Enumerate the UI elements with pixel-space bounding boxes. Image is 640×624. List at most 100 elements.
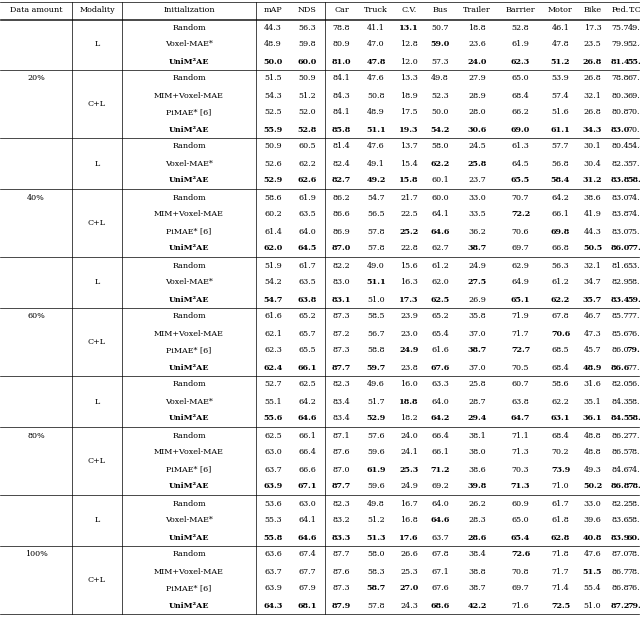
Text: 66.4: 66.4: [299, 449, 316, 457]
Text: 38.1: 38.1: [468, 432, 486, 439]
Text: 62.8: 62.8: [551, 534, 570, 542]
Text: 87.3: 87.3: [333, 313, 350, 321]
Text: UniM²AE: UniM²AE: [169, 125, 209, 134]
Text: 17.5: 17.5: [400, 109, 418, 117]
Text: 55.9: 55.9: [264, 125, 283, 134]
Text: 54.2: 54.2: [430, 125, 450, 134]
Text: MIM+Voxel-MAE: MIM+Voxel-MAE: [154, 567, 224, 575]
Text: 87.3: 87.3: [333, 346, 350, 354]
Text: 71.2: 71.2: [430, 466, 450, 474]
Text: 86.2: 86.2: [333, 193, 350, 202]
Text: 68.5: 68.5: [552, 346, 570, 354]
Text: 65.2: 65.2: [299, 313, 316, 321]
Text: 55.3: 55.3: [264, 517, 282, 525]
Text: 26.6: 26.6: [400, 550, 418, 558]
Text: 17.3: 17.3: [399, 296, 419, 303]
Text: 30.1: 30.1: [584, 142, 602, 150]
Text: 66.1: 66.1: [298, 364, 317, 371]
Text: 83.0: 83.0: [333, 278, 350, 286]
Text: 74.7: 74.7: [628, 466, 640, 474]
Text: 57.4: 57.4: [552, 92, 570, 99]
Text: 23.6: 23.6: [468, 41, 486, 49]
Text: 70.3: 70.3: [512, 466, 529, 474]
Text: 59.6: 59.6: [367, 449, 385, 457]
Text: 44.3: 44.3: [264, 24, 282, 31]
Text: UniM²AE: UniM²AE: [169, 534, 209, 542]
Text: 62.4: 62.4: [263, 364, 283, 371]
Text: 67.1: 67.1: [431, 567, 449, 575]
Text: 67.7: 67.7: [299, 567, 316, 575]
Text: 77.6: 77.6: [628, 432, 640, 439]
Text: 83.4: 83.4: [611, 296, 630, 303]
Text: 56.8: 56.8: [552, 160, 570, 167]
Text: 59.0: 59.0: [430, 41, 450, 49]
Text: Voxel-MAE*: Voxel-MAE*: [165, 397, 213, 406]
Text: 23.5: 23.5: [584, 41, 602, 49]
Text: 82.2: 82.2: [611, 499, 629, 507]
Text: mAP: mAP: [264, 6, 282, 14]
Text: UniM²AE: UniM²AE: [169, 602, 209, 610]
Text: 52.8: 52.8: [512, 24, 529, 31]
Text: 80%: 80%: [27, 432, 45, 439]
Text: 54.2: 54.2: [264, 278, 282, 286]
Text: Random: Random: [172, 193, 206, 202]
Text: 71.0: 71.0: [552, 482, 570, 490]
Text: Motor: Motor: [548, 6, 573, 14]
Text: 87.2: 87.2: [333, 329, 350, 338]
Text: 87.3: 87.3: [333, 585, 350, 593]
Text: 55.6: 55.6: [264, 414, 283, 422]
Text: 45.7: 45.7: [584, 346, 602, 354]
Text: 65.0: 65.0: [512, 517, 529, 525]
Text: 62.2: 62.2: [430, 160, 450, 167]
Text: 67.8: 67.8: [431, 550, 449, 558]
Text: 51.7: 51.7: [367, 397, 385, 406]
Text: Random: Random: [172, 550, 206, 558]
Text: 54.4: 54.4: [628, 142, 640, 150]
Text: 71.9: 71.9: [511, 313, 529, 321]
Text: 69.7: 69.7: [511, 585, 529, 593]
Text: 87.0: 87.0: [333, 466, 350, 474]
Text: 85.7: 85.7: [611, 313, 628, 321]
Text: 62.9: 62.9: [511, 261, 529, 270]
Text: 58.4: 58.4: [551, 177, 570, 185]
Text: 41.9: 41.9: [584, 210, 602, 218]
Text: 47.3: 47.3: [584, 329, 602, 338]
Text: 80.3: 80.3: [611, 92, 629, 99]
Text: 68.4: 68.4: [552, 364, 570, 371]
Text: 67.6: 67.6: [430, 364, 450, 371]
Text: Initialization: Initialization: [163, 6, 215, 14]
Text: Barrier: Barrier: [506, 6, 535, 14]
Text: 86.0: 86.0: [611, 245, 630, 253]
Text: 82.7: 82.7: [332, 177, 351, 185]
Text: 83.0: 83.0: [611, 228, 629, 235]
Text: 71.6: 71.6: [511, 602, 529, 610]
Text: 100%: 100%: [24, 550, 47, 558]
Text: 58.0: 58.0: [367, 550, 385, 558]
Text: 61.4: 61.4: [264, 228, 282, 235]
Text: 59.7: 59.7: [366, 364, 386, 371]
Text: 49.3: 49.3: [584, 466, 602, 474]
Text: 71.1: 71.1: [511, 432, 529, 439]
Text: 63.5: 63.5: [299, 210, 316, 218]
Text: 50.0: 50.0: [431, 109, 449, 117]
Text: 82.0: 82.0: [611, 381, 629, 389]
Text: 61.6: 61.6: [264, 313, 282, 321]
Text: L: L: [94, 278, 100, 286]
Text: 70.8: 70.8: [628, 125, 640, 134]
Text: 55.1: 55.1: [264, 397, 282, 406]
Text: 37.0: 37.0: [468, 364, 486, 371]
Text: 55.8: 55.8: [264, 534, 283, 542]
Text: 47.6: 47.6: [367, 142, 385, 150]
Text: 63.9: 63.9: [264, 585, 282, 593]
Text: 83.8: 83.8: [611, 210, 629, 218]
Text: 55.8: 55.8: [627, 57, 640, 66]
Text: 38.6: 38.6: [468, 466, 486, 474]
Text: 66.1: 66.1: [299, 432, 316, 439]
Text: 85.6: 85.6: [611, 329, 629, 338]
Text: 42.2: 42.2: [467, 602, 486, 610]
Text: 50.9: 50.9: [299, 74, 316, 82]
Text: 59.9: 59.9: [627, 296, 640, 303]
Text: 64.0: 64.0: [431, 499, 449, 507]
Text: 66.2: 66.2: [511, 109, 529, 117]
Text: 49.1: 49.1: [367, 160, 385, 167]
